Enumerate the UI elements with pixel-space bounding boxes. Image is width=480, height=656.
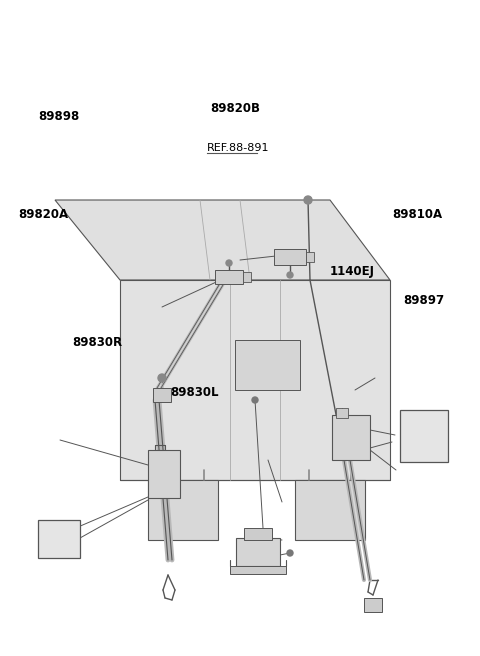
- Bar: [153, 388, 171, 402]
- Circle shape: [158, 374, 166, 382]
- Text: 89898: 89898: [38, 110, 79, 123]
- Bar: [236, 538, 280, 566]
- Text: 89897: 89897: [403, 293, 444, 306]
- Bar: [243, 272, 251, 282]
- Text: 89830R: 89830R: [72, 337, 122, 350]
- Circle shape: [287, 550, 293, 556]
- Bar: [332, 415, 370, 460]
- Circle shape: [304, 196, 312, 204]
- Polygon shape: [55, 200, 390, 280]
- Circle shape: [226, 260, 232, 266]
- Bar: [244, 528, 272, 540]
- Text: 89820B: 89820B: [210, 102, 260, 115]
- Bar: [306, 252, 314, 262]
- Circle shape: [252, 397, 258, 403]
- Bar: [274, 249, 306, 265]
- Bar: [230, 566, 286, 574]
- Polygon shape: [148, 480, 218, 540]
- Text: REF.88-891: REF.88-891: [207, 143, 269, 153]
- Polygon shape: [120, 280, 390, 480]
- Bar: [336, 408, 348, 418]
- Circle shape: [287, 272, 293, 278]
- Bar: [38, 520, 80, 558]
- Bar: [400, 410, 448, 462]
- Text: 1140EJ: 1140EJ: [330, 266, 375, 279]
- Text: 89830L: 89830L: [170, 386, 218, 400]
- Bar: [235, 340, 300, 390]
- Bar: [215, 270, 243, 284]
- Text: 89810A: 89810A: [392, 207, 442, 220]
- Bar: [148, 450, 180, 498]
- Text: 89820A: 89820A: [18, 209, 68, 222]
- Bar: [364, 598, 382, 612]
- Polygon shape: [295, 480, 365, 540]
